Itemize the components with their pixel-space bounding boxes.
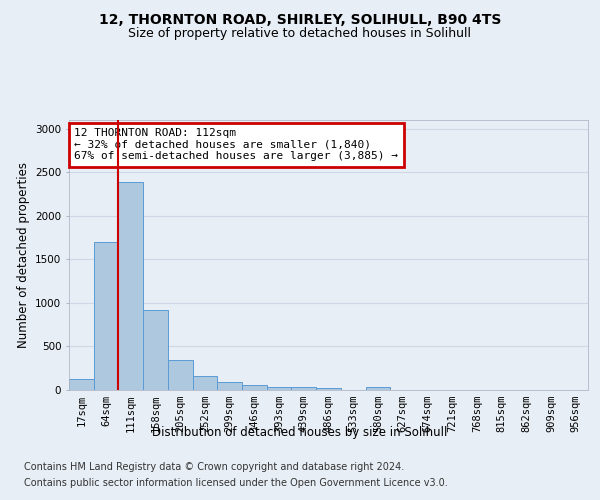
Bar xyxy=(193,376,217,390)
Bar xyxy=(365,388,390,390)
Bar xyxy=(168,360,193,390)
Bar xyxy=(242,385,267,390)
Text: Contains HM Land Registry data © Crown copyright and database right 2024.: Contains HM Land Registry data © Crown c… xyxy=(24,462,404,472)
Bar xyxy=(267,387,292,390)
Text: Contains public sector information licensed under the Open Government Licence v3: Contains public sector information licen… xyxy=(24,478,448,488)
Y-axis label: Number of detached properties: Number of detached properties xyxy=(17,162,29,348)
Text: 12, THORNTON ROAD, SHIRLEY, SOLIHULL, B90 4TS: 12, THORNTON ROAD, SHIRLEY, SOLIHULL, B9… xyxy=(99,12,501,26)
Bar xyxy=(94,242,118,390)
Bar xyxy=(217,382,242,390)
Bar xyxy=(292,388,316,390)
Bar xyxy=(118,182,143,390)
Bar xyxy=(143,310,168,390)
Text: 12 THORNTON ROAD: 112sqm
← 32% of detached houses are smaller (1,840)
67% of sem: 12 THORNTON ROAD: 112sqm ← 32% of detach… xyxy=(74,128,398,162)
Bar xyxy=(316,388,341,390)
Bar xyxy=(69,378,94,390)
Text: Size of property relative to detached houses in Solihull: Size of property relative to detached ho… xyxy=(128,28,472,40)
Text: Distribution of detached houses by size in Solihull: Distribution of detached houses by size … xyxy=(152,426,448,439)
